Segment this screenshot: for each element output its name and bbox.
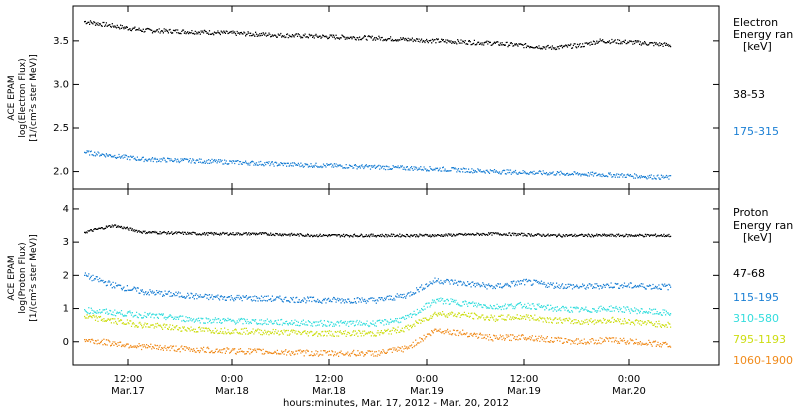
electron-legend-heading-2: Energy ran (733, 28, 793, 41)
proton-legend-item-5: 1060-1900 (733, 354, 793, 367)
x-tick-label-date: Mar.20 (612, 386, 646, 397)
series-795-1193-points (84, 310, 672, 338)
y-tick-label: 3.5 (53, 36, 69, 47)
series-115-195-points (84, 272, 672, 304)
y-tick-label: 3.0 (53, 79, 69, 90)
proton-ytitle-2: log(Proton Flux) (18, 242, 28, 313)
x-axis-title: hours:minutes, Mar. 17, 2012 - Mar. 20, … (283, 398, 509, 409)
y-tick-label: 0 (63, 337, 69, 348)
y-tick-label: 2 (63, 270, 69, 281)
x-tick-label-time: 0:00 (221, 374, 243, 385)
x-tick-label-date: Mar.19 (507, 386, 541, 397)
x-tick-label-time: 12:00 (114, 374, 143, 385)
proton-panel-frame (72, 188, 720, 366)
x-tick-label-time: 12:00 (510, 374, 539, 385)
proton-legend-item-2: 115-195 (733, 291, 779, 304)
series-47-68-points (84, 224, 672, 238)
x-tick-label-time: 0:00 (618, 374, 640, 385)
y-tick-label: 1 (63, 304, 69, 315)
x-tick-label-date: Mar.19 (410, 386, 444, 397)
electron-ytitle-2: log(Electron Flux) (18, 58, 28, 137)
y-tick-label: 4 (63, 204, 69, 215)
x-tick-label-time: 0:00 (416, 374, 438, 385)
x-tick-label-date: Mar.17 (111, 386, 145, 397)
series-175-315-points (84, 150, 672, 180)
proton-ytitle-1: ACE EPAM (7, 255, 17, 300)
x-tick-label-time: 12:00 (315, 374, 344, 385)
electron-panel-frame (72, 5, 720, 190)
series-310-580-points (84, 297, 672, 328)
electron-legend-item-2: 175-315 (733, 125, 779, 138)
x-tick-label-date: Mar.18 (215, 386, 249, 397)
series-38-53-points (84, 20, 672, 51)
proton-legend-item-4: 795-1193 (733, 333, 786, 346)
electron-legend-heading-1: Electron (733, 16, 778, 29)
proton-ytitle-3: [1/(cm²s ster MeV)] (29, 234, 39, 321)
proton-legend-heading-2: Energy ran (733, 219, 793, 232)
proton-legend-heading-3: [keV] (743, 231, 772, 244)
y-tick-label: 2.0 (53, 167, 69, 178)
y-tick-label: 2.5 (53, 123, 69, 134)
electron-ytitle-1: ACE EPAM (7, 75, 17, 120)
series-1060-1900-points (84, 328, 672, 357)
proton-legend-item-1: 47-68 (733, 267, 765, 280)
x-tick-label-date: Mar.18 (312, 386, 346, 397)
y-tick-label: 3 (63, 237, 69, 248)
chart-marks: 12:00Mar.170:00Mar.1812:00Mar.180:00Mar.… (53, 6, 719, 397)
electron-ytitle-3: [1/(cm²s ster MeV)] (29, 54, 39, 141)
electron-legend-heading-3: [keV] (743, 40, 772, 53)
proton-legend-heading-1: Proton (733, 206, 768, 219)
proton-legend-item-3: 310-580 (733, 312, 779, 325)
electron-legend-item-1: 38-53 (733, 88, 765, 101)
